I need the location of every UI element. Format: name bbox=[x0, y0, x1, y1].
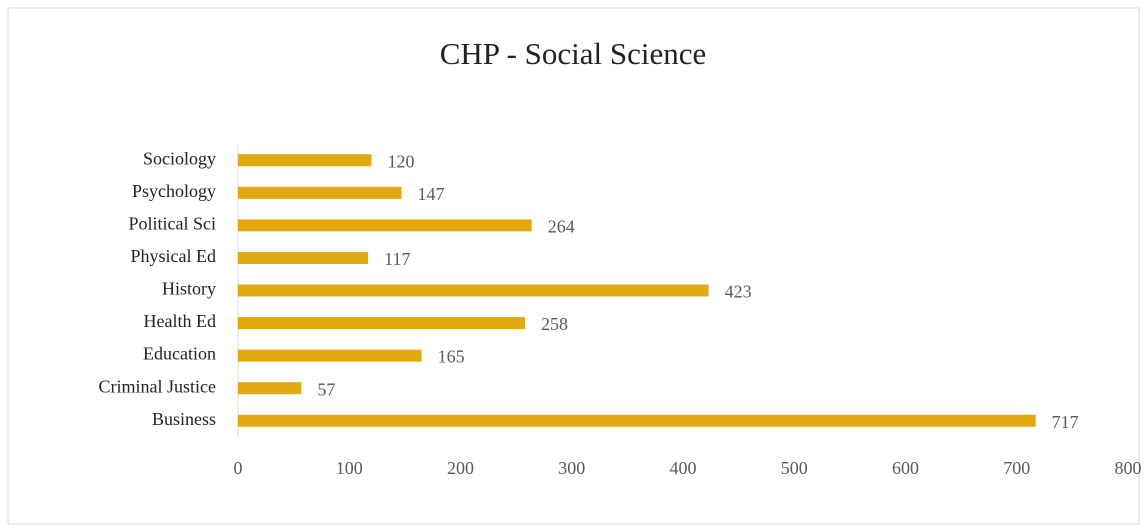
data-label: 423 bbox=[725, 282, 752, 302]
bar bbox=[238, 317, 526, 330]
data-label: 258 bbox=[541, 314, 568, 334]
bar bbox=[238, 349, 422, 362]
y-tick-label: Criminal Justice bbox=[99, 376, 216, 396]
x-tick-label: 400 bbox=[670, 458, 697, 478]
bar bbox=[238, 414, 1036, 427]
data-label: 57 bbox=[317, 379, 335, 399]
data-label: 117 bbox=[384, 249, 410, 269]
bar bbox=[238, 219, 532, 232]
y-tick-label: Education bbox=[143, 344, 216, 364]
y-tick-label: Political Sci bbox=[129, 214, 217, 234]
data-label: 165 bbox=[438, 347, 465, 367]
y-tick-label: Psychology bbox=[132, 181, 216, 201]
bar bbox=[238, 154, 372, 167]
chart-border bbox=[7, 7, 1140, 525]
data-label: 120 bbox=[388, 151, 415, 171]
y-tick-label: Sociology bbox=[143, 148, 216, 168]
chart-title: CHP - Social Science bbox=[440, 36, 707, 71]
bar bbox=[238, 382, 302, 395]
y-tick-label: Physical Ed bbox=[131, 246, 217, 266]
x-tick-label: 200 bbox=[447, 458, 474, 478]
bar bbox=[238, 284, 709, 297]
y-tick-label: Business bbox=[152, 409, 216, 429]
x-tick-label: 0 bbox=[234, 458, 243, 478]
bar bbox=[238, 251, 369, 264]
x-tick-label: 600 bbox=[892, 458, 919, 478]
data-label: 147 bbox=[418, 184, 445, 204]
y-tick-label: Health Ed bbox=[144, 311, 216, 331]
x-tick-label: 300 bbox=[558, 458, 585, 478]
data-label: 264 bbox=[548, 217, 575, 237]
x-tick-label: 800 bbox=[1115, 458, 1142, 478]
bar bbox=[238, 186, 402, 199]
x-tick-label: 700 bbox=[1003, 458, 1030, 478]
x-tick-label: 100 bbox=[336, 458, 363, 478]
x-tick-label: 500 bbox=[781, 458, 808, 478]
y-tick-label: History bbox=[162, 279, 216, 299]
data-label: 717 bbox=[1052, 412, 1079, 432]
